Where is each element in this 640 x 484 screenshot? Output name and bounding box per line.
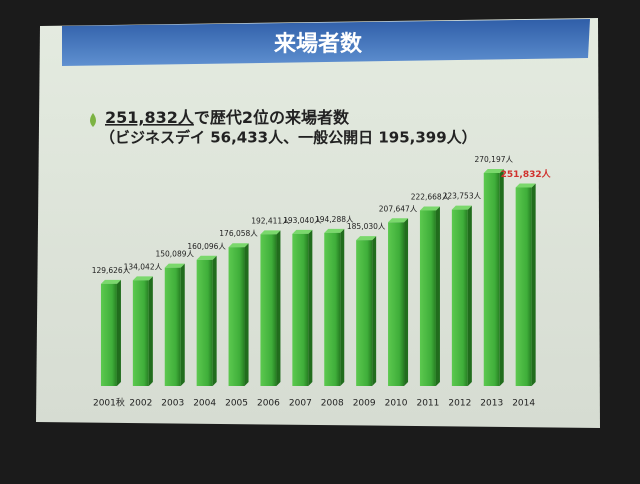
- bullet: [90, 113, 96, 127]
- x-tick-label: 2014: [512, 399, 535, 409]
- header-band: [62, 19, 590, 66]
- x-tick-label: 2011: [416, 399, 439, 409]
- bar-top: [388, 218, 409, 223]
- bar: [260, 234, 277, 386]
- bar-top: [451, 205, 472, 210]
- bar-side: [531, 183, 536, 386]
- slide-title: 来場者数: [273, 31, 363, 57]
- bar-top: [196, 255, 217, 260]
- x-tick-label: 2002: [129, 399, 152, 409]
- value-label: 176,058人: [219, 229, 258, 238]
- bar-top: [419, 206, 440, 211]
- value-label: 223,753人: [443, 192, 482, 201]
- value-label: 134,042人: [124, 262, 163, 271]
- value-label: 194,288人: [315, 215, 354, 224]
- x-tick-label: 2009: [353, 399, 376, 409]
- x-tick-label: 2010: [385, 399, 408, 409]
- value-label: 207,647人: [379, 204, 418, 213]
- bar-top: [356, 236, 377, 241]
- bar: [451, 209, 468, 386]
- bar: [164, 267, 181, 386]
- value-label: 251,832人: [501, 168, 552, 180]
- bar-side: [148, 276, 153, 386]
- value-label: 150,089人: [155, 250, 194, 259]
- bar-side: [180, 263, 185, 386]
- bar: [132, 280, 149, 386]
- bar: [483, 173, 500, 386]
- bar-side: [308, 229, 313, 386]
- x-tick-label: 2012: [448, 399, 471, 409]
- headline-highlight: 251,832人: [105, 108, 195, 127]
- value-label: 192,411人: [251, 216, 290, 225]
- x-tick-label: 2004: [193, 399, 216, 409]
- value-label: 185,030人: [347, 222, 386, 231]
- headline-detail: （ビジネスデイ 56,433人、一般公開日 195,399人）: [100, 129, 477, 147]
- bar-top: [164, 263, 185, 268]
- bar-top: [100, 279, 121, 284]
- bar: [388, 222, 405, 386]
- x-tick-label: 2003: [161, 399, 184, 409]
- bar: [515, 187, 532, 386]
- bar: [419, 210, 436, 386]
- bar-side: [467, 205, 472, 386]
- x-tick-label: 2007: [289, 399, 312, 409]
- bar: [356, 240, 373, 386]
- value-label: 222,668人: [411, 192, 450, 201]
- bar: [100, 283, 117, 386]
- bar-side: [212, 255, 217, 386]
- bar-top: [515, 183, 536, 188]
- x-tick-label: 2006: [257, 399, 280, 409]
- bar-side: [340, 228, 345, 386]
- bar-side: [404, 218, 409, 386]
- bar-top: [260, 230, 281, 235]
- plot: 2001秋 129,626人 2002 134,042人 2003 150,089人 200…: [92, 155, 552, 409]
- bar-top: [292, 229, 313, 234]
- bar-side: [372, 236, 377, 386]
- bar-side: [244, 243, 249, 386]
- bar: [196, 259, 213, 386]
- bar: [228, 247, 245, 386]
- headline: 251,832人で歴代2位の来場者数: [105, 108, 350, 127]
- bar-side: [435, 206, 440, 386]
- value-label: 270,197人: [474, 155, 513, 164]
- x-tick-label: 2008: [321, 399, 344, 409]
- bar-top: [132, 276, 153, 281]
- x-tick-label: 2001秋: [93, 397, 125, 409]
- bar-top: [324, 228, 345, 233]
- value-label: 193,040人: [283, 216, 322, 225]
- bar-side: [276, 230, 281, 386]
- value-label: 160,096人: [187, 242, 226, 251]
- bar-side: [499, 169, 504, 386]
- value-label: 129,626人: [92, 266, 131, 275]
- bar-side: [116, 279, 121, 386]
- x-tick-label: 2013: [480, 399, 503, 409]
- headline-rest: で歴代2位の来場者数: [194, 108, 350, 127]
- bar-top: [228, 243, 249, 248]
- x-tick-label: 2005: [225, 399, 248, 409]
- bar: [324, 232, 341, 386]
- bar: [292, 233, 309, 386]
- bar-top: [483, 169, 504, 173]
